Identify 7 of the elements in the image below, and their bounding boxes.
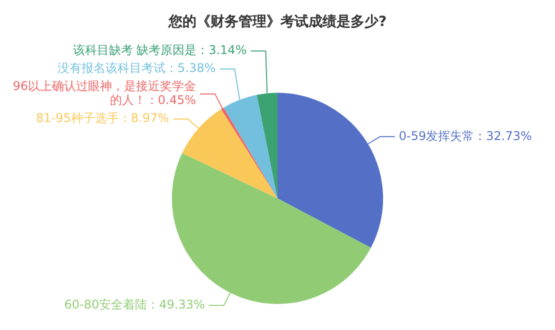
slice-label: 96以上确认过眼神，是接近奖学金的人！：0.45% xyxy=(12,79,196,108)
slice-label: 60-80安全着陆：49.33% xyxy=(64,297,205,312)
chart-title: 您的《财务管理》考试成绩是多少? xyxy=(167,14,387,30)
slice-label: 该科目缺考 缺考原因是：3.14% xyxy=(72,43,247,58)
slice-label: 没有报名该科目考试：5.38% xyxy=(58,61,216,76)
slice-label: 0-59发挥失常：32.73% xyxy=(398,128,532,143)
slice-label: 81-95种子选手：8.97% xyxy=(36,111,170,126)
